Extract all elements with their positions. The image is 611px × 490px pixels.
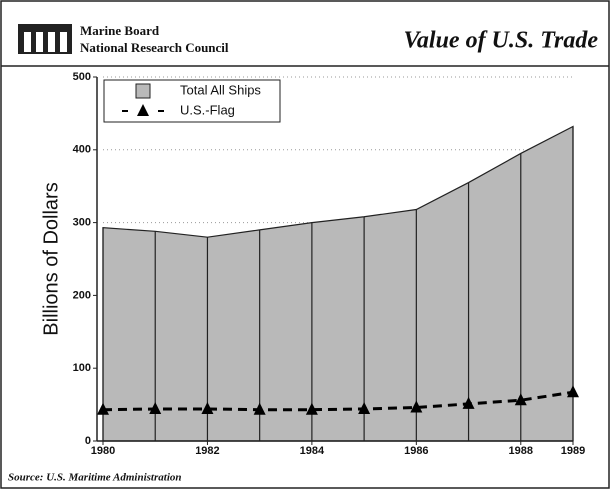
marker [305,402,318,415]
marker [97,402,109,415]
marker [253,402,266,415]
area [102,125,574,442]
y-tick-label: 500 [73,71,91,83]
y-tick-label: 0 [85,435,91,447]
chart-title: Value of U.S. Trade [404,28,599,54]
org-name: National Research Council [80,40,229,55]
legend-label: U.S.-Flag [180,102,235,117]
x-tick-label: 1982 [195,445,219,457]
y-axis-label: Billions of Dollars [40,182,62,335]
org-name: Marine Board [80,23,160,38]
source-note: Source: U.S. Maritime Administration [8,472,182,484]
x-tick-label: 1988 [509,445,533,457]
y-tick-label: 100 [73,362,91,374]
marker [201,401,214,414]
marker [462,396,475,409]
x-tick-label: 1980 [91,445,115,457]
legend-swatch [135,83,151,99]
line [102,390,574,412]
y-tick-label: 300 [73,217,91,229]
marker [567,385,579,398]
marker [514,393,527,406]
y-tick-label: 200 [73,289,91,301]
x-tick-label: 1984 [300,445,325,457]
x-tick-label: 1989 [561,445,585,457]
legend-label: Total All Ships [180,82,261,97]
marker [358,401,371,414]
marker [149,401,162,414]
marker [410,400,423,413]
legend-box [103,79,281,123]
logo [18,24,72,54]
x-tick-label: 1986 [404,445,428,457]
legend-marker [137,104,149,116]
y-tick-label: 400 [73,144,91,156]
